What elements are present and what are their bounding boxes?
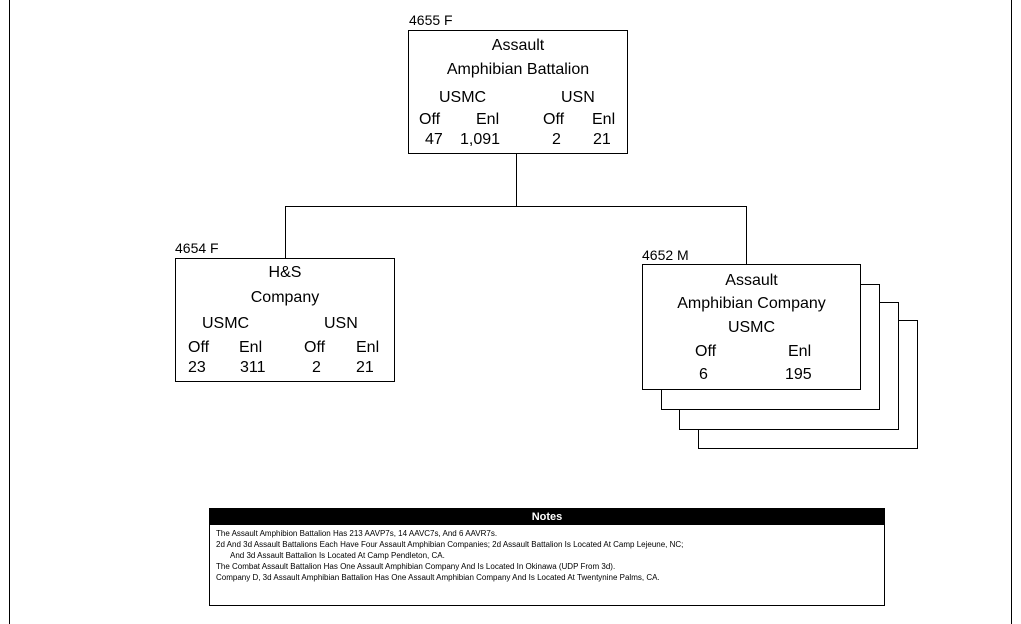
root-usmc-enl-value: 1,091 [460,131,501,148]
notes-body: The Assault Amphibion Battalion Has 213 … [210,525,884,583]
notes-box: Notes The Assault Amphibion Battalion Ha… [209,508,885,606]
page-frame [9,0,1012,624]
root-usn-enl-value: 21 [593,131,611,148]
root-unit-box: Assault Amphibian Battalion USMC USN Off… [408,30,628,154]
note-item: 2d And 3d Assault Battalions Each Have F… [216,540,684,549]
root-unit-code: 4655 F [409,12,453,28]
hs-off-header-usmc: Off [188,339,210,356]
company-usmc-off-value: 6 [699,366,708,383]
company-unit-code: 4652 M [642,247,689,263]
hs-usmc-off-value: 23 [188,359,206,376]
note-item: The Combat Assault Battalion Has One Ass… [216,562,616,571]
hs-usmc-enl-value: 311 [240,359,266,376]
hs-usn-label: USN [324,315,358,332]
root-usn-off-value: 2 [552,131,561,148]
hs-unit-code: 4654 F [175,240,219,256]
hs-company-box: H&S Company USMC USN Off Enl Off Enl 23 … [175,258,395,382]
hs-enl-header-usn: Enl [356,339,380,356]
root-enl-header-usn: Enl [592,111,616,128]
connector-horizontal [285,206,747,207]
company-usmc-enl-value: 195 [785,366,812,383]
hs-usmc-label: USMC [202,315,250,332]
assault-amphibian-company-box: Assault Amphibian Company USMC Off Enl 6… [642,264,861,390]
note-item: The Assault Amphibion Battalion Has 213 … [216,529,498,538]
hs-title-line2: Company [250,289,320,306]
root-title-line2: Amphibian Battalion [446,61,590,78]
hs-usn-off-value: 2 [312,359,321,376]
note-item-continuation: And 3d Assault Battalion Is Located At C… [216,550,878,561]
root-title-line1: Assault [491,37,545,54]
company-title-line2: Amphibian Company [677,295,826,312]
root-usn-label: USN [561,89,595,106]
root-off-header-usmc: Off [419,111,441,128]
connector-root-down [516,153,517,206]
hs-enl-header-usmc: Enl [239,339,263,356]
company-usmc-label: USMC [727,319,776,336]
root-usmc-label: USMC [439,89,487,106]
root-off-header-usn: Off [543,111,565,128]
connector-company-down [746,206,747,264]
note-item: Company D, 3d Assault Amphibian Battalio… [216,573,660,582]
company-enl-header: Enl [788,343,812,360]
hs-usn-enl-value: 21 [356,359,374,376]
connector-hs-down [285,206,286,258]
note-item-indented-text: And 3d Assault Battalion Is Located At C… [230,551,445,560]
root-usmc-off-value: 47 [425,131,443,148]
hs-title-line1: H&S [268,264,302,281]
hs-off-header-usn: Off [304,339,326,356]
notes-heading: Notes [210,509,884,525]
company-title-line1: Assault [725,272,778,289]
company-off-header: Off [695,343,717,360]
root-enl-header-usmc: Enl [476,111,500,128]
